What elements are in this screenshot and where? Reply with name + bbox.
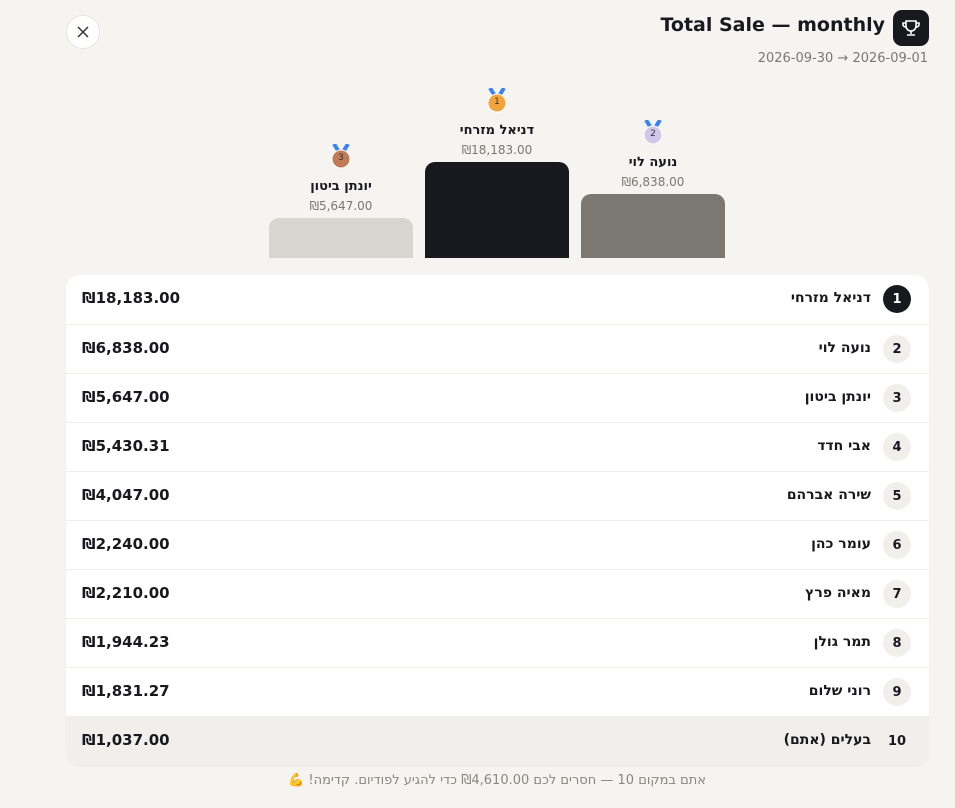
- rank-badge: 7: [883, 580, 911, 608]
- medal: 2: [642, 118, 664, 146]
- row-amount: ₪6,838.00: [82, 339, 170, 357]
- leaderboard-row: 10 בעלים (אתם) ₪1,037.00: [66, 716, 929, 765]
- row-amount: ₪2,240.00: [82, 535, 170, 553]
- medal-rank: 2: [650, 129, 656, 139]
- row-amount: ₪2,210.00: [82, 584, 170, 602]
- leaderboard-row: 2 נועה לוי ₪6,838.00: [66, 324, 929, 373]
- row-name: בעלים (אתם): [783, 732, 871, 748]
- row-name: נועה לוי: [818, 340, 871, 356]
- leaderboard-row: 5 שירה אברהם ₪4,047.00: [66, 471, 929, 520]
- leaderboard-list: 1 דניאל מזרחי ₪18,183.00 2 נועה לוי ₪6,838.00…: [66, 275, 929, 765]
- podium-amount: ₪5,647.00: [309, 199, 373, 213]
- medal-rank: 3: [338, 153, 344, 163]
- medal: 3: [330, 142, 352, 170]
- row-amount: ₪4,047.00: [82, 486, 170, 504]
- podium-name: דניאל מזרחי: [459, 123, 535, 138]
- row-amount: ₪1,037.00: [82, 731, 170, 749]
- leaderboard-row: 1 דניאל מזרחי ₪18,183.00: [66, 275, 929, 324]
- leaderboard-row: 6 עומר כהן ₪2,240.00: [66, 520, 929, 569]
- row-name: מאיה פרץ: [805, 585, 871, 601]
- row-name: שירה אברהם: [786, 487, 871, 503]
- row-amount: ₪1,944.23: [82, 633, 170, 651]
- leaderboard-row: 9 רוני שלום ₪1,831.27: [66, 667, 929, 716]
- rank-badge: 9: [883, 678, 911, 706]
- row-name: תמר גולן: [813, 634, 871, 650]
- row-name: יונתן ביטון: [804, 389, 871, 405]
- rank-badge: 1: [883, 285, 911, 313]
- podium-bar: [269, 218, 413, 258]
- close-button[interactable]: [66, 15, 100, 49]
- podium-bar: [581, 194, 725, 258]
- medal: 1: [486, 86, 508, 114]
- podium-amount: ₪6,838.00: [621, 175, 685, 189]
- row-amount: ₪1,831.27: [82, 682, 170, 700]
- medal-rank: 1: [494, 97, 500, 107]
- row-name: דניאל מזרחי: [790, 290, 871, 306]
- podium-amount: ₪18,183.00: [461, 143, 533, 157]
- leaderboard-row: 4 אבי חדד ₪5,430.31: [66, 422, 929, 471]
- close-icon: [77, 26, 89, 38]
- rank-badge: 8: [883, 629, 911, 657]
- podium-name: יונתן ביטון: [310, 179, 372, 194]
- row-amount: ₪5,430.31: [82, 437, 170, 455]
- row-name: אבי חדד: [817, 438, 871, 454]
- rank-badge: 3: [883, 384, 911, 412]
- row-amount: ₪5,647.00: [82, 388, 170, 406]
- row-name: רוני שלום: [808, 683, 871, 699]
- title: Total Sale — monthly: [660, 14, 885, 36]
- leaderboard-row: 7 מאיה פרץ ₪2,210.00: [66, 569, 929, 618]
- trophy-glyph: [902, 20, 920, 36]
- rank-badge: 2: [883, 335, 911, 363]
- row-amount: ₪18,183.00: [82, 289, 181, 307]
- footer-note: אתם במקום 10 — חסרים לכם ₪4,610.00 כדי ל…: [288, 773, 706, 788]
- podium-name: נועה לוי: [628, 155, 678, 170]
- trophy-icon: [893, 10, 929, 46]
- rank-badge: 5: [883, 482, 911, 510]
- rank-badge: 6: [883, 531, 911, 559]
- leaderboard-row: 8 תמר גולן ₪1,944.23: [66, 618, 929, 667]
- podium-bar: [425, 162, 569, 258]
- rank-badge: 4: [883, 433, 911, 461]
- rank-badge: 10: [887, 733, 907, 749]
- row-name: עומר כהן: [811, 536, 871, 552]
- date-range: 2026-09-01 → 2026-09-30: [757, 51, 928, 66]
- leaderboard-row: 3 יונתן ביטון ₪5,647.00: [66, 373, 929, 422]
